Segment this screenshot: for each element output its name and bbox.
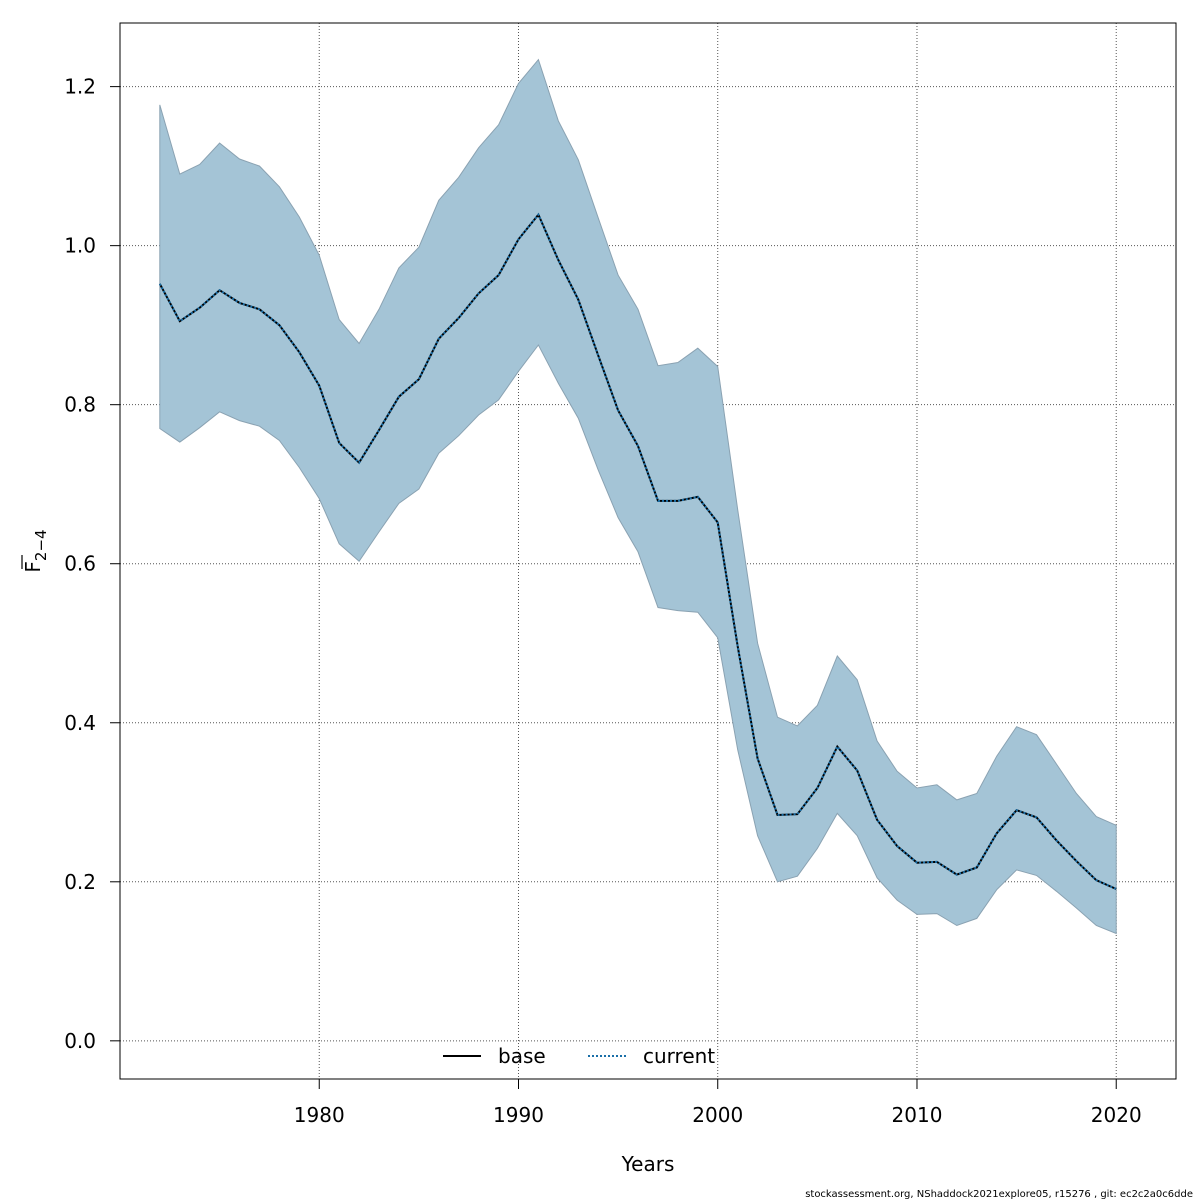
series-lines xyxy=(158,212,1117,890)
x-axis: 1980 1990 2000 2010 2020 xyxy=(294,1079,1142,1127)
plot-frame xyxy=(119,22,1177,1080)
y-axis: 0.0 0.2 0.4 0.6 0.8 1.0 1.2 xyxy=(64,75,120,1053)
y-tick-label-5: 1.0 xyxy=(64,234,96,258)
legend-label-current: current xyxy=(643,1044,715,1068)
y-axis-title-subscript: 2−4 xyxy=(32,529,50,561)
series-line-current xyxy=(158,212,1117,890)
footer-note: stockassessment.org, NShaddock2021explor… xyxy=(805,1189,1193,1200)
x-tick-label-2010: 2010 xyxy=(892,1103,943,1127)
x-tick-label-1990: 1990 xyxy=(493,1103,544,1127)
y-tick-label-3: 0.6 xyxy=(64,552,96,576)
x-axis-title: Years xyxy=(621,1152,675,1176)
legend-label-base: base xyxy=(498,1044,546,1068)
y-tick-label-1: 0.2 xyxy=(64,870,96,894)
x-tick-label-1980: 1980 xyxy=(294,1103,345,1127)
x-tick-label-2020: 2020 xyxy=(1091,1103,1142,1127)
legend: base current xyxy=(443,1044,715,1068)
confidence-band xyxy=(159,58,1117,935)
y-tick-label-6: 1.2 xyxy=(64,75,96,99)
y-tick-label-2: 0.4 xyxy=(64,711,96,735)
y-axis-title-main: F xyxy=(21,561,45,573)
confidence-band-area xyxy=(159,58,1117,935)
y-tick-label-4: 0.8 xyxy=(64,393,96,417)
y-axis-title: F2−4 xyxy=(21,529,50,572)
svg-text:F2−4: F2−4 xyxy=(21,529,50,572)
y-tick-label-0: 0.0 xyxy=(64,1029,96,1053)
x-tick-label-2000: 2000 xyxy=(692,1103,743,1127)
